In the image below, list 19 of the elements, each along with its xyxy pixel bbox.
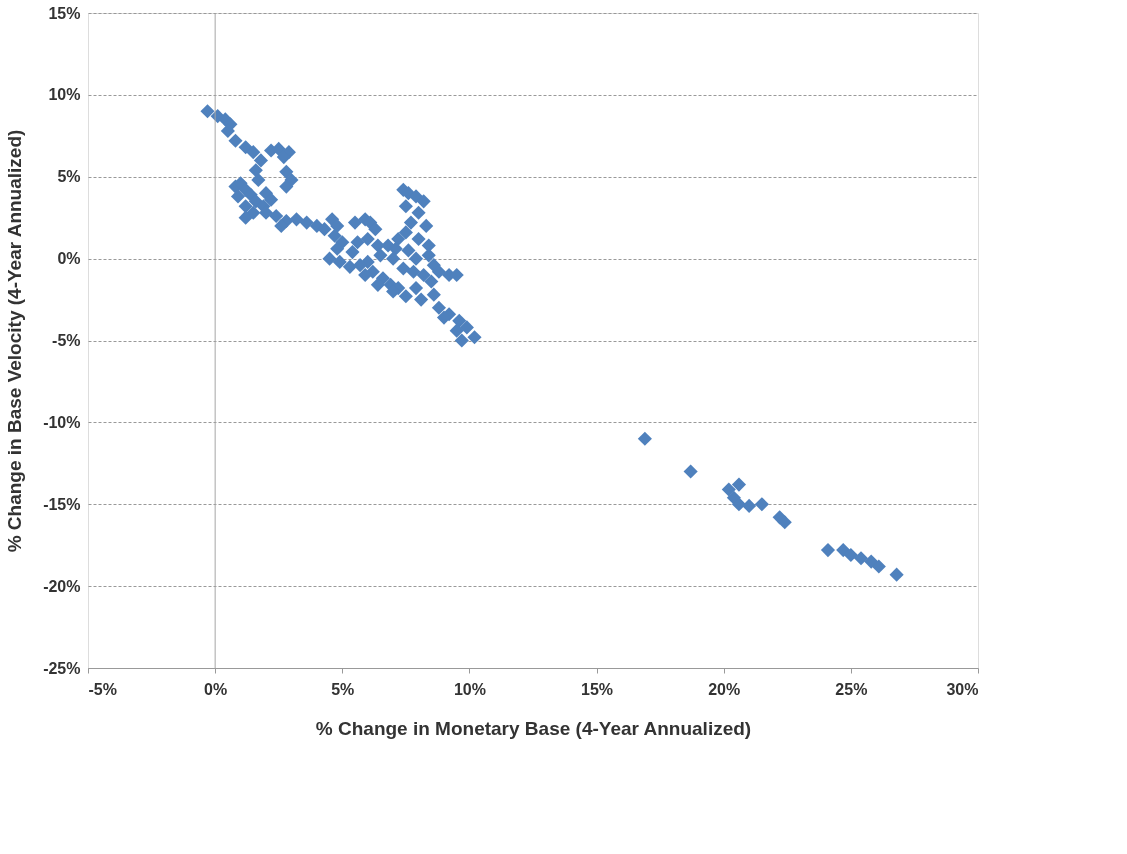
x-tick-label: 5% xyxy=(331,680,355,698)
y-axis-title: % Change in Base Velocity (4-Year Annualized) xyxy=(4,129,26,553)
y-tick-label: -15% xyxy=(43,495,81,513)
y-tick-label: 15% xyxy=(48,4,81,22)
y-tick-label: 5% xyxy=(57,168,81,186)
y-tick-label: -5% xyxy=(52,332,81,349)
x-tick-label: 20% xyxy=(708,680,741,698)
x-tick-label: 30% xyxy=(946,680,979,698)
x-tick-label: 15% xyxy=(581,680,614,698)
y-tick-label: 10% xyxy=(48,86,81,104)
y-tick-label: -25% xyxy=(43,659,81,677)
y-tick-label: -10% xyxy=(43,413,81,431)
x-axis-title: % Change in Monetary Base (4-Year Annualized) xyxy=(315,717,752,739)
x-tick-label: 10% xyxy=(453,680,486,698)
x-tick-label: 25% xyxy=(835,680,868,698)
x-tick-label: 0% xyxy=(204,680,228,698)
x-tick-label: -5% xyxy=(88,680,117,698)
y-tick-label: -20% xyxy=(43,577,81,595)
y-tick-label: 0% xyxy=(57,250,81,268)
